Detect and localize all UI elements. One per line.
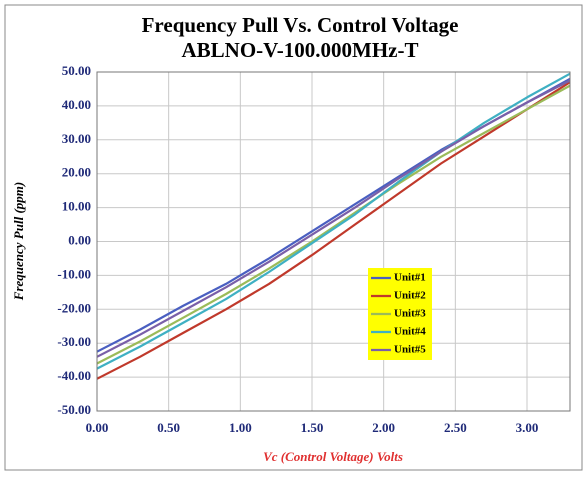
x-tick-label: 3.00 <box>516 420 539 435</box>
x-tick-label: 1.00 <box>229 420 252 435</box>
chart-border <box>4 4 583 471</box>
series-line <box>96 81 571 380</box>
x-axis-label: Vc (Control Voltage) Volts <box>263 449 403 464</box>
legend: Unit#1 Unit#2 Unit#3 Unit#4 Unit#5 <box>368 268 432 360</box>
y-tick-label: -30.00 <box>57 334 91 349</box>
y-tick-label: 20.00 <box>62 165 91 180</box>
chart-subtitle: ABLNO-V-100.000MHz-T <box>182 38 419 62</box>
series-line <box>96 72 571 370</box>
legend-label: Unit#3 <box>394 308 426 320</box>
chart-title: Frequency Pull Vs. Control Voltage <box>142 13 459 37</box>
y-tick-label: -50.00 <box>57 402 91 417</box>
plot-border <box>96 71 571 412</box>
x-tick-label: 2.00 <box>372 420 395 435</box>
y-tick-label: 50.00 <box>62 63 91 78</box>
y-tick-label: -20.00 <box>57 300 91 315</box>
y-tick-label: -40.00 <box>57 368 91 383</box>
x-tick-label: 2.50 <box>444 420 467 435</box>
series-line <box>96 79 571 358</box>
legend-label: Unit#1 <box>394 272 426 284</box>
x-tick-label: 0.00 <box>86 420 109 435</box>
legend-label: Unit#4 <box>394 326 426 338</box>
y-tick-label: 30.00 <box>62 131 91 146</box>
x-tick-label: 1.50 <box>301 420 324 435</box>
y-tick-label: 40.00 <box>62 97 91 112</box>
plot-lines <box>96 72 571 380</box>
y-tick-label: 10.00 <box>62 199 91 214</box>
y-axis-label: Frequency Pull (ppm) <box>11 182 26 301</box>
legend-label: Unit#5 <box>394 344 426 356</box>
y-tick-label: 0.00 <box>68 232 91 247</box>
series-line <box>96 84 571 365</box>
legend-label: Unit#2 <box>394 290 426 302</box>
y-tick-label: -10.00 <box>57 266 91 281</box>
x-tick-label: 0.50 <box>157 420 180 435</box>
